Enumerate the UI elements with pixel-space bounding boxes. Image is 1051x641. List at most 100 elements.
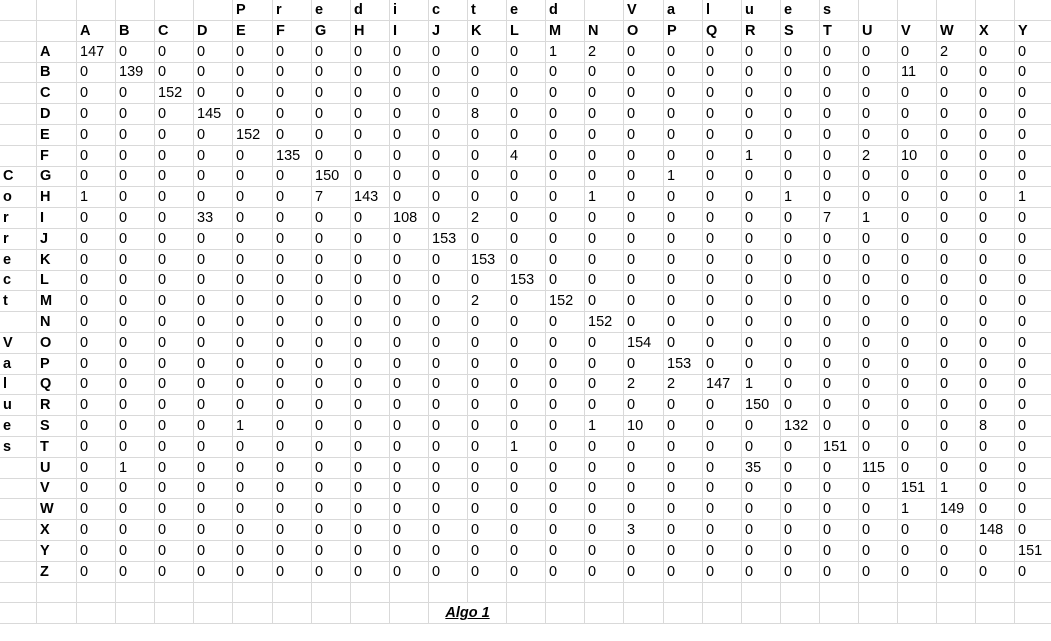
cell[interactable] xyxy=(0,478,37,500)
column-header[interactable]: S xyxy=(781,20,820,42)
matrix-cell[interactable]: 0 xyxy=(77,145,116,167)
matrix-cell[interactable]: 0 xyxy=(468,540,507,562)
matrix-cell[interactable]: 0 xyxy=(937,249,976,271)
matrix-cell[interactable]: 0 xyxy=(624,145,664,167)
matrix-cell[interactable]: 0 xyxy=(116,395,155,417)
matrix-cell[interactable]: 0 xyxy=(351,540,390,562)
matrix-cell[interactable]: 0 xyxy=(233,187,273,209)
matrix-cell[interactable]: 0 xyxy=(155,395,194,417)
cell[interactable] xyxy=(0,20,37,42)
matrix-cell[interactable]: 0 xyxy=(898,83,937,105)
matrix-cell[interactable]: 0 xyxy=(116,478,155,500)
matrix-cell[interactable]: 0 xyxy=(468,436,507,458)
cell[interactable] xyxy=(546,582,585,604)
matrix-cell[interactable]: 0 xyxy=(664,124,703,146)
matrix-cell[interactable]: 0 xyxy=(116,540,155,562)
cell[interactable] xyxy=(898,582,937,604)
matrix-cell[interactable]: 0 xyxy=(77,166,116,188)
matrix-cell[interactable]: 0 xyxy=(273,291,312,313)
matrix-cell[interactable]: 0 xyxy=(1015,42,1051,63)
matrix-cell[interactable]: 0 xyxy=(703,395,742,417)
matrix-cell[interactable]: 0 xyxy=(703,249,742,271)
matrix-cell[interactable]: 0 xyxy=(390,166,429,188)
matrix-cell[interactable]: 0 xyxy=(390,249,429,271)
matrix-cell[interactable]: 0 xyxy=(468,353,507,375)
matrix-cell[interactable]: 0 xyxy=(312,540,351,562)
row-label[interactable]: R xyxy=(37,395,77,417)
matrix-cell[interactable]: 0 xyxy=(155,228,194,250)
matrix-cell[interactable]: 0 xyxy=(546,520,585,541)
cell[interactable] xyxy=(155,603,194,625)
matrix-cell[interactable]: 0 xyxy=(351,249,390,271)
matrix-cell[interactable]: 0 xyxy=(937,62,976,84)
matrix-cell[interactable]: 0 xyxy=(155,416,194,437)
matrix-cell[interactable]: 0 xyxy=(546,353,585,375)
matrix-cell[interactable]: 0 xyxy=(390,312,429,333)
matrix-cell[interactable]: 0 xyxy=(351,145,390,167)
matrix-cell[interactable]: 0 xyxy=(351,312,390,333)
matrix-cell[interactable]: 0 xyxy=(507,41,546,63)
matrix-cell[interactable]: 0 xyxy=(116,228,155,250)
matrix-cell[interactable]: 0 xyxy=(1015,333,1051,354)
matrix-cell[interactable]: 0 xyxy=(507,457,546,479)
matrix-cell[interactable]: 0 xyxy=(781,312,820,333)
cell[interactable] xyxy=(781,582,820,604)
matrix-cell[interactable]: 0 xyxy=(937,520,976,541)
matrix-cell[interactable]: 0 xyxy=(624,208,664,229)
matrix-cell[interactable]: 0 xyxy=(742,416,781,437)
matrix-cell[interactable]: 0 xyxy=(781,124,820,146)
matrix-cell[interactable]: 0 xyxy=(859,104,898,125)
cell[interactable] xyxy=(0,520,37,541)
matrix-cell[interactable]: 0 xyxy=(781,145,820,167)
matrix-cell[interactable]: 1 xyxy=(546,41,585,63)
matrix-cell[interactable]: 0 xyxy=(194,124,233,146)
matrix-cell[interactable]: 0 xyxy=(742,228,781,250)
predicted-values-title-letter[interactable]: e xyxy=(507,0,546,21)
cell[interactable] xyxy=(664,603,703,625)
matrix-cell[interactable]: 0 xyxy=(116,41,155,63)
matrix-cell[interactable]: 0 xyxy=(664,332,703,354)
matrix-cell[interactable]: 0 xyxy=(742,104,781,125)
matrix-cell[interactable]: 150 xyxy=(742,395,781,417)
matrix-cell[interactable]: 0 xyxy=(898,374,937,396)
matrix-cell[interactable]: 0 xyxy=(1015,104,1051,125)
matrix-cell[interactable]: 0 xyxy=(742,436,781,458)
matrix-cell[interactable]: 0 xyxy=(194,145,233,167)
matrix-cell[interactable]: 0 xyxy=(546,62,585,84)
matrix-cell[interactable]: 153 xyxy=(507,270,546,292)
matrix-cell[interactable]: 0 xyxy=(468,83,507,105)
row-label[interactable]: S xyxy=(37,416,77,437)
matrix-cell[interactable]: 0 xyxy=(312,83,351,105)
matrix-cell[interactable]: 0 xyxy=(194,499,233,521)
matrix-cell[interactable]: 0 xyxy=(585,249,624,271)
matrix-cell[interactable]: 0 xyxy=(233,208,273,229)
matrix-cell[interactable]: 0 xyxy=(546,561,585,583)
matrix-cell[interactable]: 0 xyxy=(468,395,507,417)
column-header[interactable]: J xyxy=(429,20,468,42)
matrix-cell[interactable]: 2 xyxy=(585,41,624,63)
matrix-cell[interactable]: 0 xyxy=(976,499,1015,521)
matrix-cell[interactable]: 0 xyxy=(507,291,546,313)
matrix-cell[interactable]: 0 xyxy=(155,561,194,583)
matrix-cell[interactable]: 0 xyxy=(703,145,742,167)
matrix-cell[interactable]: 0 xyxy=(742,478,781,500)
cell[interactable] xyxy=(116,582,155,604)
matrix-cell[interactable]: 0 xyxy=(624,83,664,105)
matrix-cell[interactable]: 0 xyxy=(546,187,585,209)
matrix-cell[interactable]: 0 xyxy=(155,520,194,541)
matrix-cell[interactable]: 0 xyxy=(155,374,194,396)
matrix-cell[interactable]: 0 xyxy=(585,332,624,354)
matrix-cell[interactable]: 0 xyxy=(312,561,351,583)
cell[interactable] xyxy=(0,104,37,125)
matrix-cell[interactable]: 0 xyxy=(781,520,820,541)
column-header[interactable]: O xyxy=(624,20,664,42)
matrix-cell[interactable]: 0 xyxy=(664,104,703,125)
matrix-cell[interactable]: 0 xyxy=(664,41,703,63)
matrix-cell[interactable]: 0 xyxy=(703,332,742,354)
matrix-cell[interactable]: 0 xyxy=(116,124,155,146)
column-header[interactable]: L xyxy=(507,20,546,42)
matrix-cell[interactable]: 1 xyxy=(1015,187,1051,209)
row-label[interactable]: L xyxy=(37,270,77,292)
matrix-cell[interactable]: 0 xyxy=(898,291,937,313)
cell[interactable] xyxy=(390,603,429,625)
